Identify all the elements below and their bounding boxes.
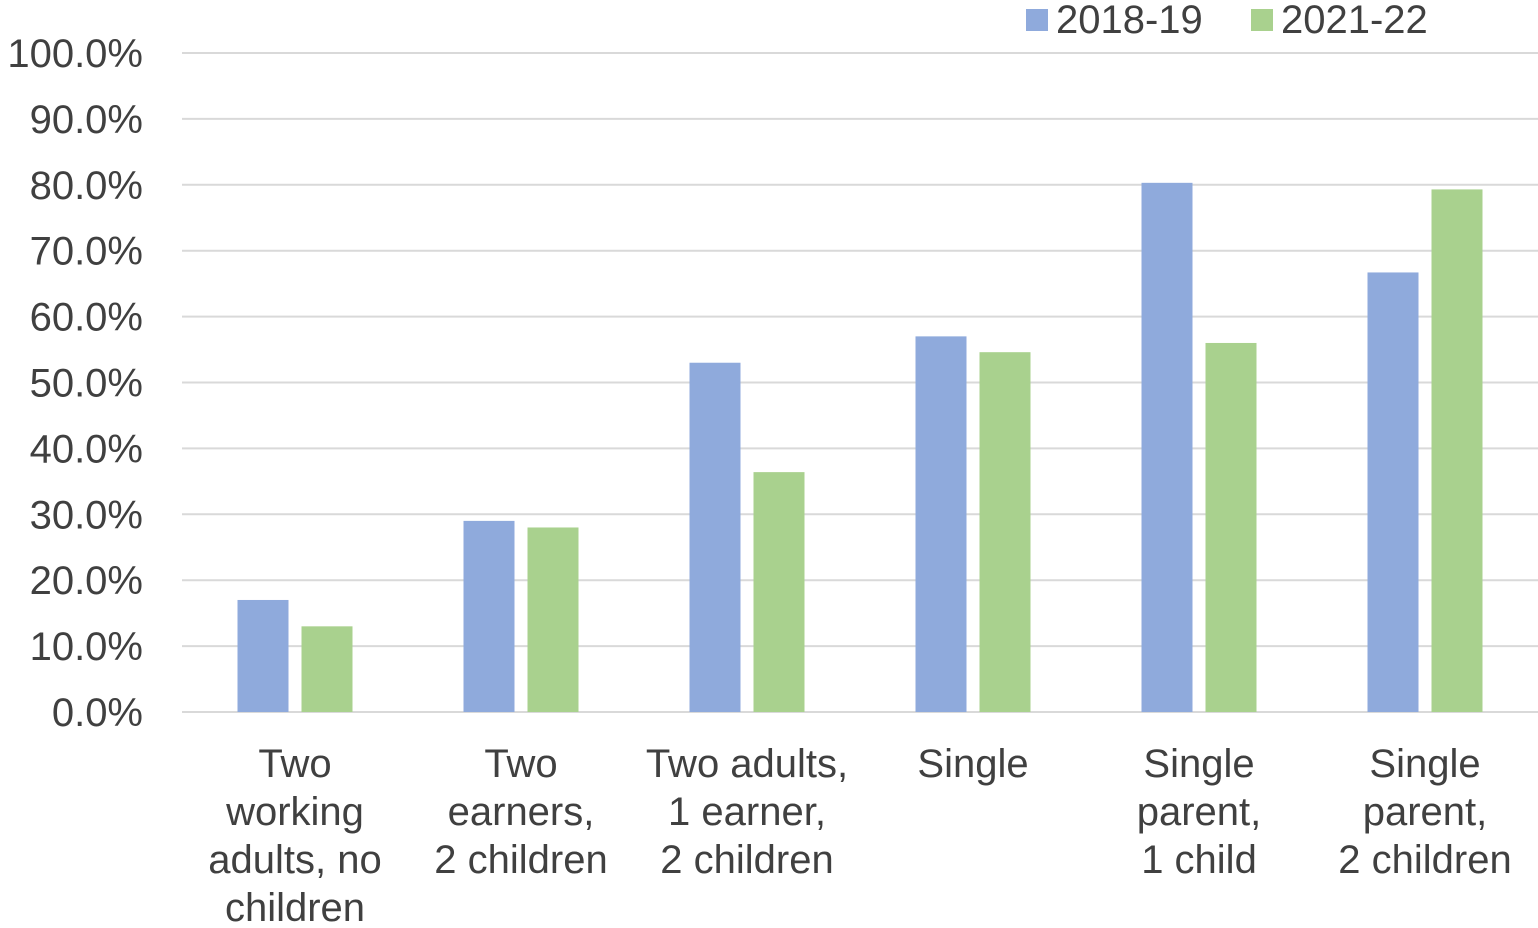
category-label-line: Single [1143,742,1254,786]
y-tick-label: 70.0% [30,230,143,274]
category-label-line: adults, no [208,838,381,882]
legend: 2018-19 2021-22 [1026,0,1428,42]
bar-2021-22 [527,527,579,712]
category-label-line: parent, [1363,790,1488,834]
bar-2021-22 [979,352,1031,712]
category-label-line: Two [484,742,557,786]
category-label-line: Single [917,742,1028,786]
bar-2018-19 [237,599,289,712]
y-tick-label: 90.0% [30,98,143,142]
legend-label: 2021-22 [1281,0,1428,42]
bar-2018-19 [463,520,515,712]
category-label-line: Two adults, [646,742,848,786]
bar-2018-19 [1141,182,1193,712]
legend-swatch [1026,9,1048,31]
category-label-line: 2 children [660,838,833,882]
y-tick-label: 20.0% [30,559,143,603]
legend-label: 2018-19 [1056,0,1203,42]
category-label-line: children [225,886,365,928]
gridlines [182,52,1538,713]
category-label: Two earners, 2 children [434,742,607,882]
bar-2018-19 [915,336,967,712]
bar-2018-19 [689,362,741,712]
category-label-line: 2 children [1338,838,1511,882]
bar-2018-19 [1367,272,1419,712]
category-label-line: 1 child [1141,838,1257,882]
y-tick-label: 50.0% [30,362,143,406]
y-tick-label: 10.0% [30,625,143,669]
y-tick-label: 80.0% [30,164,143,208]
bar-2021-22 [301,626,353,712]
category-label: Single parent, 1 child [1137,742,1262,882]
y-tick-label: 100.0% [7,32,143,76]
category-label-line: 1 earner, [668,790,826,834]
category-label-line: Two [258,742,331,786]
category-label-line: earners, [448,790,595,834]
bar-2021-22 [1205,342,1257,712]
y-tick-label: 40.0% [30,427,143,471]
category-label: Single parent, 2 children [1338,742,1511,882]
bars [237,182,1483,713]
category-label: Two working adults, no children [208,742,381,928]
category-label: Two adults, 1 earner, 2 children [646,742,848,882]
y-tick-label: 30.0% [30,493,143,537]
y-tick-label: 60.0% [30,296,143,340]
category-label-line: working [225,790,364,834]
y-tick-label: 0.0% [52,691,143,735]
category-label: Single [917,742,1028,786]
category-label-line: 2 children [434,838,607,882]
y-axis-tick-labels: 0.0% 10.0% 20.0% 30.0% 40.0% 50.0% 60.0% 70.0% 8… [7,32,143,735]
bar-2021-22 [753,472,805,712]
category-label-line: parent, [1137,790,1262,834]
bar-2021-22 [1431,189,1483,713]
category-label-line: Single [1369,742,1480,786]
legend-swatch [1251,9,1273,31]
